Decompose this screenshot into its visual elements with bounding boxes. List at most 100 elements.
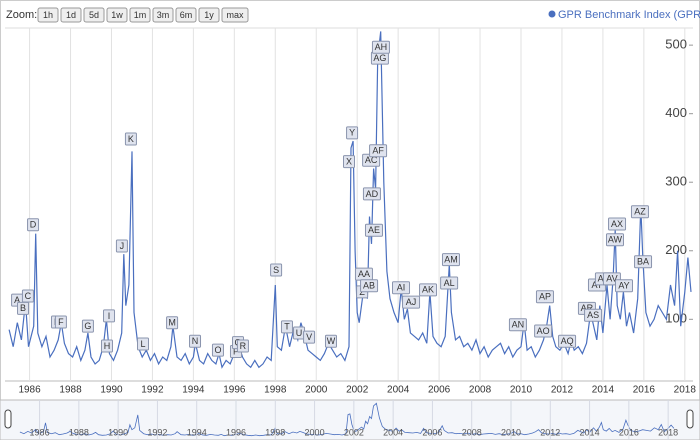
zoom-button-label[interactable]: 5d [89,10,99,20]
annotation-flag[interactable] [441,253,460,267]
range-handle[interactable] [686,409,694,429]
annotation-flag[interactable] [584,308,603,322]
annotation-flag[interactable] [402,295,421,309]
annotation-flag[interactable] [534,324,553,338]
zoom-button-label[interactable]: max [226,10,244,20]
annotation-label[interactable]: AH [375,42,388,52]
annotation-flag[interactable] [324,334,337,348]
zoom-button[interactable] [152,7,174,23]
annotation-label[interactable]: D [30,220,37,230]
annotation-flag[interactable] [558,334,577,348]
annotation-flag[interactable] [371,40,390,54]
annotation-label[interactable]: AA [358,269,370,279]
annotation-label[interactable]: AY [618,281,629,291]
annotation-label[interactable]: AW [608,235,623,245]
annotation-label[interactable]: AV [606,274,617,284]
annotation-label[interactable]: T [284,322,290,332]
zoom-button[interactable] [60,7,82,23]
annotation-label[interactable]: V [306,332,312,342]
annotation-flag[interactable] [608,217,627,231]
annotation-label[interactable]: Y [349,128,355,138]
annotation-flag[interactable] [21,289,34,303]
annotation-flag[interactable] [236,339,249,353]
annotation-label[interactable]: AG [373,53,386,63]
annotation-flag[interactable] [362,187,381,201]
annotation-flag[interactable] [124,132,137,146]
annotation-label[interactable]: AJ [406,297,417,307]
annotation-label[interactable]: X [346,157,352,167]
annotation-label[interactable]: W [327,336,336,346]
annotation-label[interactable]: P [233,346,239,356]
annotation-flag[interactable] [189,334,202,348]
zoom-button[interactable] [129,7,151,23]
zoom-button-label[interactable]: 3m [157,10,170,20]
annotation-label[interactable]: AR [581,303,594,313]
annotation-flag[interactable] [115,239,128,253]
annotation-flag[interactable] [605,233,624,247]
annotation-flag[interactable] [614,279,633,293]
annotation-flag[interactable] [369,144,388,158]
zoom-button[interactable] [83,7,105,23]
annotation-label[interactable]: O [214,345,221,355]
annotation-label[interactable]: AD [366,189,379,199]
zoom-button-label[interactable]: 1w [111,10,123,20]
zoom-button[interactable] [221,7,249,23]
annotation-label[interactable]: G [84,321,91,331]
annotation-flag[interactable] [100,339,113,353]
range-handle[interactable] [4,409,12,429]
zoom-button[interactable] [37,7,59,23]
zoom-button[interactable] [175,7,197,23]
zoom-button-label[interactable]: 1y [204,10,214,20]
annotation-label[interactable]: AN [512,320,525,330]
annotation-label[interactable]: F [58,317,64,327]
annotation-label[interactable]: C [25,291,32,301]
annotation-label[interactable]: AZ [634,207,646,217]
zoom-button-label[interactable]: 1h [43,10,53,20]
annotation-label[interactable]: J [120,241,125,251]
annotation-label[interactable]: AB [363,281,375,291]
annotation-flag[interactable] [346,126,359,140]
annotation-label[interactable]: L [141,339,146,349]
annotation-flag[interactable] [280,320,293,334]
annotation-flag[interactable] [211,343,224,357]
annotation-flag[interactable] [137,337,150,351]
annotation-flag[interactable] [508,318,527,332]
annotation-label[interactable]: AS [587,310,599,320]
annotation-flag[interactable] [81,319,94,333]
annotation-flag[interactable] [392,281,411,295]
annotation-label[interactable]: BA [637,257,649,267]
annotation-flag[interactable] [535,290,554,304]
annotation-label[interactable]: AO [537,326,550,336]
annotation-label[interactable]: AL [444,278,455,288]
annotation-label[interactable]: AF [372,146,384,156]
annotation-label[interactable]: B [20,303,26,313]
annotation-label[interactable]: AE [368,225,380,235]
annotation-label[interactable]: I [108,311,111,321]
annotation-flag[interactable] [27,218,40,232]
annotation-label[interactable]: R [240,341,247,351]
annotation-flag[interactable] [630,205,649,219]
zoom-button[interactable] [106,7,128,23]
zoom-button-label[interactable]: 6m [180,10,193,20]
annotation-label[interactable]: AK [422,285,434,295]
annotation-flag[interactable] [343,155,355,169]
annotation-label[interactable]: AM [444,255,458,265]
annotation-flag[interactable] [634,255,653,269]
annotation-label[interactable]: AQ [561,336,574,346]
annotation-flag[interactable] [103,309,116,323]
annotation-flag[interactable] [440,276,459,290]
annotation-label[interactable]: M [168,318,176,328]
annotation-label[interactable]: AX [611,219,623,229]
annotation-flag[interactable] [360,279,379,293]
annotation-label[interactable]: H [104,341,111,351]
annotation-flag[interactable] [270,263,283,277]
annotation-label[interactable]: A [14,295,20,305]
annotation-label[interactable]: AC [365,155,378,165]
annotation-label[interactable]: K [128,134,134,144]
annotation-label[interactable]: AI [397,283,406,293]
annotation-flag[interactable] [54,315,67,329]
annotation-flag[interactable] [303,330,316,344]
zoom-button-label[interactable]: 1d [66,10,76,20]
annotation-label[interactable]: U [296,328,303,338]
annotation-flag[interactable] [364,223,383,237]
